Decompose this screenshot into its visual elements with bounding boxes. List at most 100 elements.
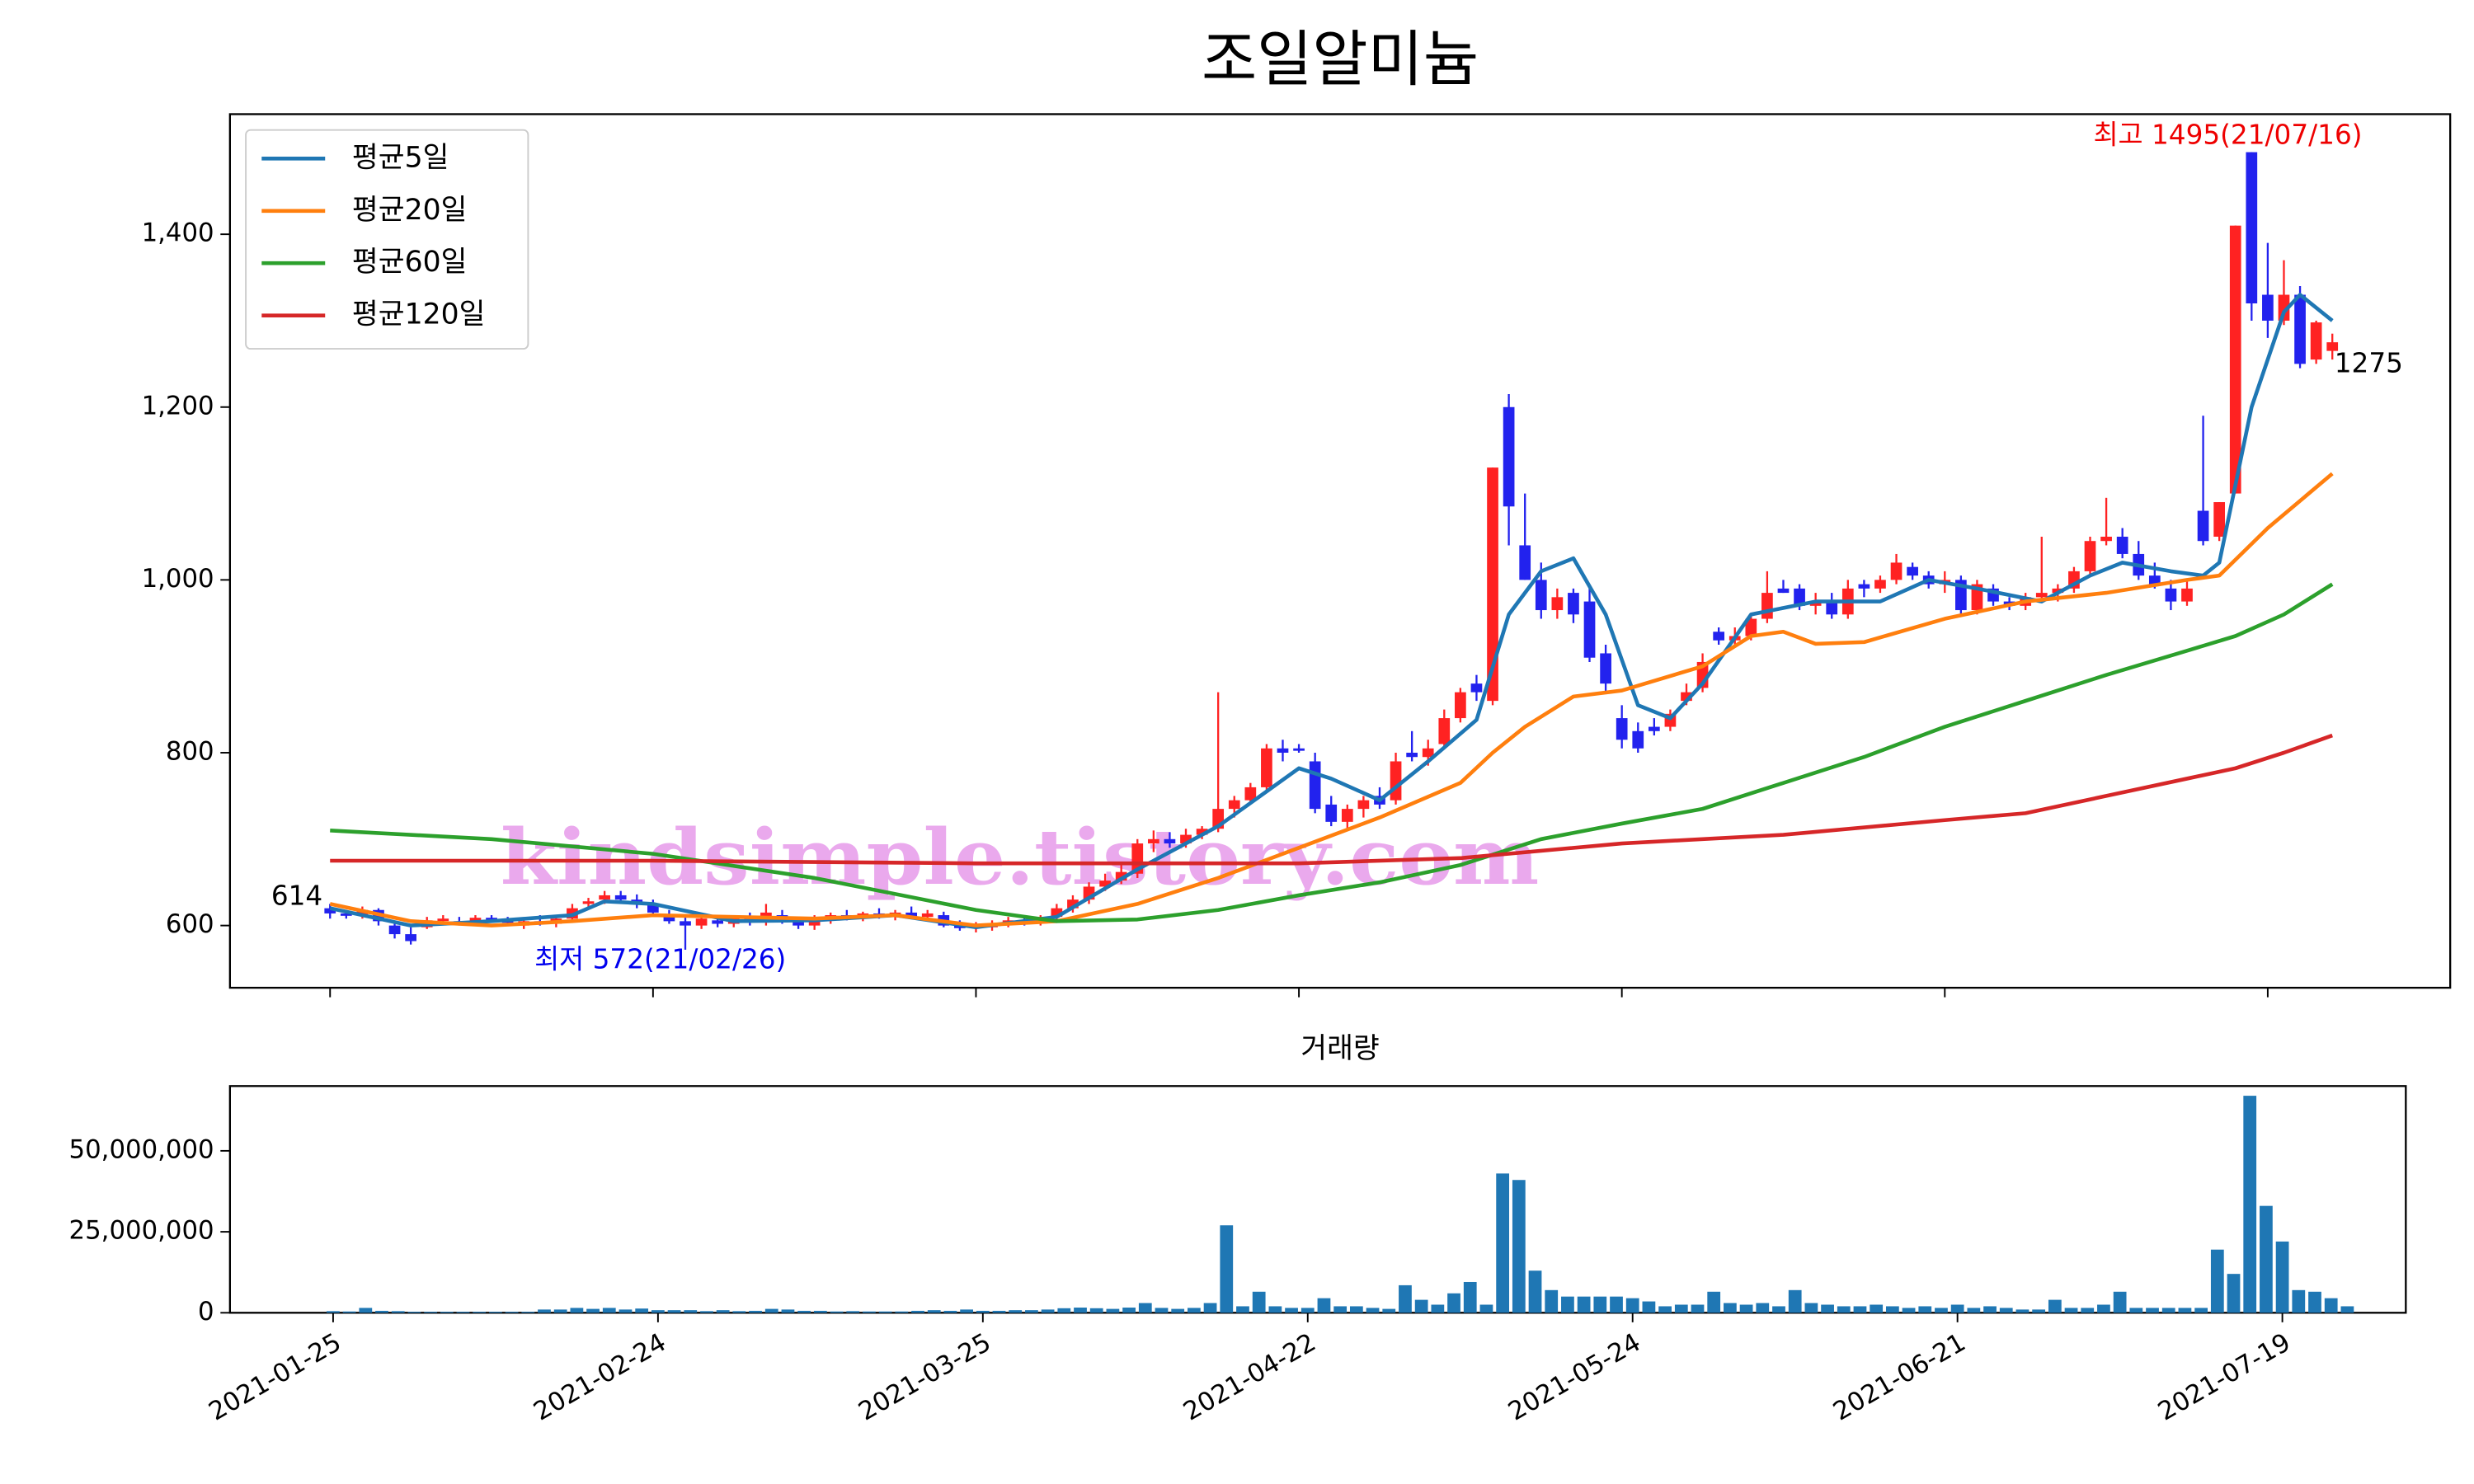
candle-body	[1164, 838, 1176, 844]
candle-body	[1858, 584, 1870, 589]
candle-body	[1535, 580, 1547, 611]
volume-bar	[1756, 1303, 1770, 1313]
candle-body	[1180, 834, 1192, 844]
candle-body	[1890, 562, 1903, 580]
volume-bar	[2324, 1298, 2338, 1313]
volume-bar	[830, 1311, 844, 1313]
candle-body	[1470, 683, 1483, 693]
candle-body	[793, 920, 804, 926]
candle-body	[1907, 566, 1918, 576]
volume-bar	[1333, 1306, 1348, 1313]
volume-bar	[2292, 1289, 2306, 1313]
volume-bar	[1512, 1180, 1526, 1313]
candle-body	[1794, 588, 1805, 606]
volume-bar	[424, 1312, 437, 1313]
candle-body	[1681, 692, 1692, 702]
legend-label: 평균20일	[352, 194, 468, 227]
volume-bar	[943, 1310, 957, 1313]
candle-body	[1261, 748, 1272, 787]
candle-body	[2035, 593, 2048, 598]
volume-bar	[586, 1308, 600, 1313]
volume-bar	[781, 1309, 795, 1313]
candle-body	[2262, 294, 2274, 321]
candle-body	[1244, 787, 1257, 801]
volume-bar	[1220, 1225, 1234, 1313]
volume-bar	[1268, 1306, 1282, 1313]
y-tick-label: 600	[166, 909, 214, 939]
candle-body	[599, 895, 610, 900]
candle-body	[1455, 692, 1466, 719]
volume-bar	[1399, 1284, 1412, 1313]
volume-bar	[1349, 1306, 1363, 1313]
candle-body	[2213, 502, 2226, 537]
volume-bar	[1837, 1306, 1851, 1313]
candle-body	[1438, 718, 1451, 744]
candle-body	[1519, 545, 1531, 580]
candle-body	[1761, 593, 1773, 619]
volume-bar	[1366, 1308, 1380, 1313]
volume-bar	[2194, 1308, 2208, 1313]
volume-bar	[2178, 1308, 2192, 1313]
volume-bar	[2275, 1241, 2289, 1313]
volume-bar	[1545, 1289, 1559, 1313]
candle-body	[2310, 322, 2322, 360]
watermark: kindsimple.tistory.com	[501, 812, 1540, 902]
candle-body	[1616, 718, 1628, 740]
volume-bar	[1577, 1296, 1591, 1313]
candle-body	[2084, 541, 2096, 571]
candle-body	[2294, 294, 2306, 364]
volume-bar	[1918, 1306, 1932, 1313]
candle-body	[1390, 761, 1402, 801]
candle-body	[2197, 510, 2209, 542]
volume-bar	[895, 1311, 909, 1313]
candle-body	[437, 918, 449, 922]
volume-bar	[1739, 1304, 1753, 1313]
y-tick-label: 25,000,000	[69, 1216, 214, 1246]
y-tick-label: 50,000,000	[69, 1134, 214, 1164]
volume-bar	[2260, 1205, 2273, 1313]
y-tick-label: 1,200	[142, 391, 214, 420]
volume-bar	[342, 1311, 356, 1313]
volume-bar	[1674, 1304, 1688, 1313]
volume-bar	[2210, 1249, 2224, 1313]
volume-bar	[1885, 1306, 1899, 1313]
volume-bar	[618, 1309, 633, 1313]
volume-bar	[700, 1311, 713, 1313]
volume-bar	[1496, 1173, 1510, 1313]
candle-body	[1357, 800, 1370, 810]
volume-bar	[1317, 1298, 1331, 1313]
volume-bar	[375, 1310, 388, 1313]
volume-bar	[1447, 1293, 1460, 1313]
volume-bar	[797, 1310, 811, 1313]
volume-bar	[1252, 1291, 1266, 1313]
volume-bar	[651, 1310, 665, 1313]
volume-bar	[1382, 1308, 1396, 1313]
volume-bar	[1691, 1304, 1705, 1313]
candle-body	[2326, 342, 2339, 351]
volume-bar	[635, 1308, 649, 1313]
candle-body	[921, 913, 934, 918]
volume-bar	[1561, 1296, 1574, 1313]
candle-body	[1648, 726, 1660, 731]
volume-bar	[1041, 1309, 1055, 1313]
candle-body	[486, 918, 497, 921]
volume-bar	[1236, 1306, 1249, 1313]
candle-body	[1777, 588, 1790, 594]
volume-bar	[1853, 1306, 1867, 1313]
candle-body	[2278, 294, 2290, 321]
chart-title: 조일알미늄	[1202, 25, 1479, 95]
candle-body	[695, 918, 708, 926]
volume-bar	[489, 1312, 502, 1313]
volume-bar	[716, 1310, 730, 1313]
y-tick-label: 0	[198, 1297, 214, 1327]
candle-body	[1874, 580, 1886, 589]
volume-bar	[1528, 1270, 1542, 1313]
volume-bar	[456, 1312, 470, 1313]
volume-bar	[1788, 1289, 1802, 1313]
volume-bar	[1821, 1304, 1834, 1313]
volume-bar	[391, 1311, 405, 1313]
volume-bar	[1285, 1308, 1298, 1313]
volume-bar	[1138, 1303, 1152, 1313]
candle-body	[1826, 601, 1838, 615]
candle-body	[2165, 588, 2177, 602]
